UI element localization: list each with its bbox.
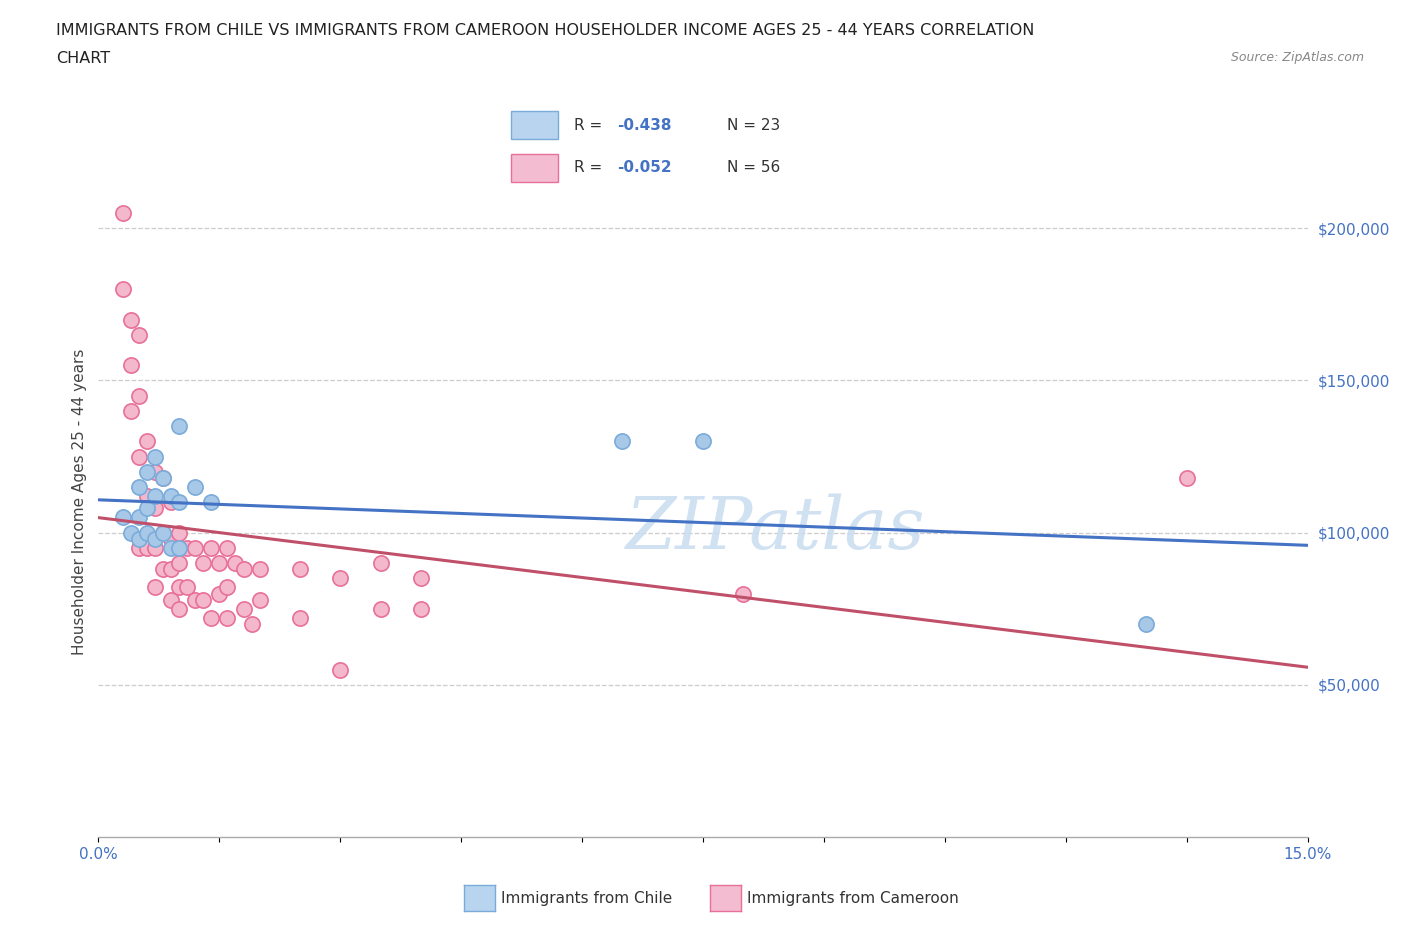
Point [167, 555, 190, 570]
Point [135, 464, 157, 479]
Point [135, 488, 157, 503]
Point [160, 488, 183, 503]
Point [120, 525, 142, 540]
Point [111, 510, 134, 525]
Point [184, 480, 207, 495]
Point [143, 464, 166, 479]
Text: R =: R = [574, 160, 607, 175]
Point [167, 525, 190, 540]
Point [152, 525, 174, 540]
Point [200, 540, 222, 555]
Point [120, 404, 142, 418]
Text: ZIPatlas: ZIPatlas [626, 494, 925, 565]
Point [176, 580, 198, 595]
Text: N = 56: N = 56 [727, 160, 780, 175]
Point [692, 434, 714, 449]
Point [288, 610, 311, 625]
Point [184, 592, 207, 607]
Point [160, 592, 183, 607]
Point [409, 602, 432, 617]
Text: R =: R = [574, 118, 607, 133]
Point [128, 510, 150, 525]
Point [160, 531, 183, 546]
Point [733, 586, 755, 601]
Point [143, 501, 166, 516]
Point [111, 206, 134, 220]
Point [128, 327, 150, 342]
Point [409, 571, 432, 586]
Point [128, 531, 150, 546]
Point [135, 434, 157, 449]
Point [370, 555, 392, 570]
Point [200, 495, 222, 510]
Point [612, 434, 634, 449]
Point [217, 540, 239, 555]
Point [152, 471, 174, 485]
Point [143, 580, 166, 595]
Point [184, 540, 207, 555]
Text: IMMIGRANTS FROM CHILE VS IMMIGRANTS FROM CAMEROON HOUSEHOLDER INCOME AGES 25 - 4: IMMIGRANTS FROM CHILE VS IMMIGRANTS FROM… [56, 23, 1035, 38]
Point [167, 495, 190, 510]
Point [224, 555, 246, 570]
Point [111, 282, 134, 297]
Text: CHART: CHART [56, 51, 110, 66]
Point [249, 592, 271, 607]
Text: -0.438: -0.438 [617, 118, 672, 133]
Point [160, 562, 183, 577]
Point [143, 449, 166, 464]
Text: Source: ZipAtlas.com: Source: ZipAtlas.com [1230, 51, 1364, 64]
Point [167, 418, 190, 433]
Point [249, 562, 271, 577]
FancyBboxPatch shape [510, 112, 558, 140]
Point [200, 610, 222, 625]
Point [217, 610, 239, 625]
Y-axis label: Householder Income Ages 25 - 44 years: Householder Income Ages 25 - 44 years [72, 349, 87, 656]
Text: -0.052: -0.052 [617, 160, 672, 175]
Point [152, 471, 174, 485]
Point [143, 531, 166, 546]
Point [208, 586, 231, 601]
FancyBboxPatch shape [510, 153, 558, 182]
Point [370, 602, 392, 617]
Point [193, 592, 215, 607]
Point [208, 555, 231, 570]
Point [120, 358, 142, 373]
Point [167, 580, 190, 595]
Point [135, 540, 157, 555]
Point [128, 449, 150, 464]
Point [232, 602, 254, 617]
Point [128, 540, 150, 555]
Point [152, 562, 174, 577]
Point [176, 540, 198, 555]
Point [288, 562, 311, 577]
Point [160, 540, 183, 555]
Point [167, 602, 190, 617]
Point [240, 617, 263, 631]
Point [135, 525, 157, 540]
Point [152, 525, 174, 540]
Text: N = 23: N = 23 [727, 118, 780, 133]
Point [143, 540, 166, 555]
Text: Immigrants from Cameroon: Immigrants from Cameroon [747, 891, 959, 906]
Point [1135, 617, 1157, 631]
Text: Immigrants from Chile: Immigrants from Chile [501, 891, 672, 906]
Point [135, 501, 157, 516]
Point [232, 562, 254, 577]
Point [167, 540, 190, 555]
Point [1175, 471, 1198, 485]
Point [120, 312, 142, 327]
Point [193, 555, 215, 570]
Point [329, 571, 352, 586]
Point [160, 495, 183, 510]
Point [329, 662, 352, 677]
Point [143, 488, 166, 503]
Point [217, 580, 239, 595]
Point [128, 480, 150, 495]
Point [128, 388, 150, 403]
